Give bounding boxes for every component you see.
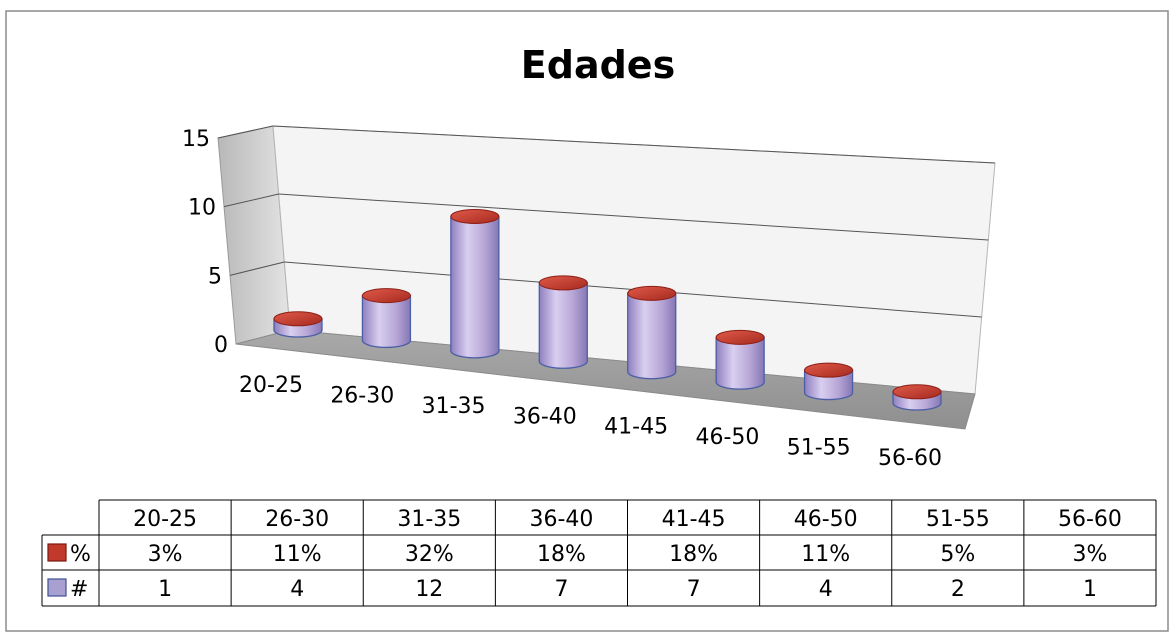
table-cell: 1 — [158, 577, 172, 602]
legend-label: % — [70, 542, 91, 567]
x-tick-label: 56-60 — [878, 446, 942, 471]
bar-top — [538, 275, 588, 291]
table-cell: 18% — [537, 542, 586, 567]
x-tick-label: 36-40 — [513, 404, 577, 429]
table-header-cell: 26-30 — [265, 507, 329, 532]
x-tick-label: 31-35 — [422, 394, 486, 419]
y-tick-label: 5 — [208, 264, 222, 289]
table-cell: 3% — [1072, 542, 1107, 567]
y-tick-label: 10 — [188, 196, 216, 221]
bar — [361, 288, 412, 349]
y-tick-label: 0 — [214, 333, 228, 358]
table-cell: 32% — [405, 542, 454, 567]
table-header-cell: 46-50 — [794, 507, 858, 532]
bar-top — [715, 329, 765, 345]
bar-body — [538, 282, 588, 369]
bars — [273, 208, 942, 411]
table-cell: 4 — [819, 577, 833, 602]
table-cell: 12 — [415, 577, 443, 602]
table-header-cell: 41-45 — [662, 507, 726, 532]
table-header-cell: 31-35 — [397, 507, 461, 532]
x-tick-label: 51-55 — [787, 436, 851, 461]
bar-body — [450, 215, 500, 359]
table-cell: 7 — [554, 577, 568, 602]
gridline-side — [229, 261, 285, 276]
bar-top — [450, 208, 500, 224]
gridline — [278, 193, 989, 241]
x-tick-label: 46-50 — [695, 425, 759, 450]
gridline-side — [223, 193, 279, 208]
chart-title: Edades — [521, 43, 675, 87]
bar — [715, 329, 765, 390]
table-cell: 2 — [951, 577, 965, 602]
bar-body — [627, 292, 677, 380]
gridline-side — [217, 125, 274, 139]
bar-top — [361, 288, 411, 304]
data-table: 20-25 26-30 31-35 36-40 41-45 46-50 51-55 56-60… — [41, 499, 1157, 607]
x-axis-labels: 20-25 26-30 31-35 36-40 41-45 46-50 51-55 56-60 — [239, 373, 942, 471]
bar-top — [892, 384, 942, 400]
bar — [538, 275, 588, 369]
bar-body — [361, 294, 412, 349]
bar — [803, 362, 854, 401]
table-cell: 18% — [669, 542, 718, 567]
bar — [273, 311, 323, 338]
table-header-cell: 56-60 — [1058, 507, 1122, 532]
gridline — [272, 125, 996, 164]
table-header-cell: 20-25 — [133, 507, 197, 532]
bar — [450, 208, 500, 359]
legend-key — [47, 543, 67, 562]
legend-key — [47, 578, 67, 597]
table-cell: 5% — [940, 542, 975, 567]
bar-body — [715, 336, 765, 390]
bar — [892, 384, 942, 411]
y-axis-ticks: 0 5 10 15 — [182, 127, 228, 358]
bar — [627, 285, 677, 380]
legend-label: # — [70, 577, 88, 602]
y-tick-label: 15 — [182, 127, 210, 152]
bar-top — [804, 362, 854, 378]
table-cell: 4 — [290, 577, 304, 602]
bar-body — [803, 369, 854, 401]
bar-top — [627, 285, 677, 301]
table-cell: 3% — [148, 542, 183, 567]
x-tick-label: 20-25 — [239, 373, 303, 398]
floor — [235, 329, 976, 430]
bar-top — [273, 311, 323, 327]
table-cell: 11% — [273, 542, 322, 567]
table-header-cell: 51-55 — [926, 507, 990, 532]
x-tick-label: 26-30 — [330, 383, 394, 408]
x-tick-label: 41-45 — [604, 415, 668, 440]
table-cell: 11% — [801, 542, 850, 567]
table-cell: 7 — [687, 577, 701, 602]
table-header-cell: 36-40 — [529, 507, 593, 532]
table-cell: 1 — [1083, 577, 1097, 602]
